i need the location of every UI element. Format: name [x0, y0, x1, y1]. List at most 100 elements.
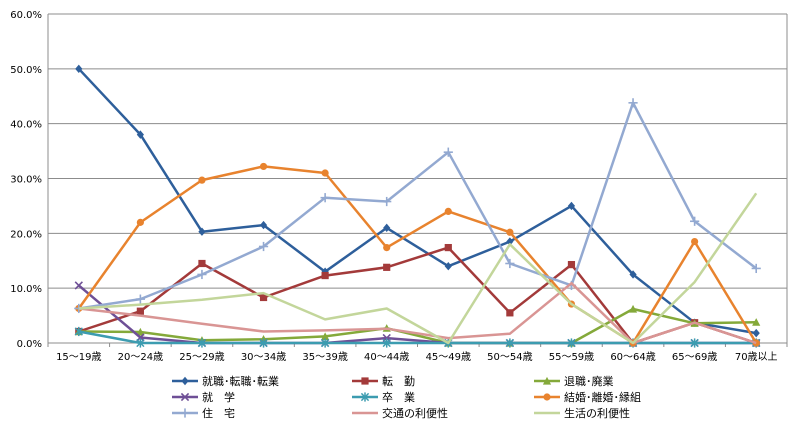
- legend-label: 卒 業: [382, 390, 415, 404]
- data-point: [751, 263, 761, 274]
- x-tick-label: 30～34歳: [241, 351, 286, 363]
- legend-item: 転 勤: [352, 375, 415, 388]
- data-point: [320, 338, 330, 348]
- legend-label: 就 学: [202, 390, 235, 404]
- legend-item: 交通の利便性: [352, 406, 448, 420]
- x-tick-label: 70歳以上: [735, 351, 778, 363]
- legend-item: 結婚･離婚･縁組: [534, 390, 641, 404]
- data-point: [259, 293, 268, 302]
- series-line: [78, 101, 757, 310]
- data-point: [321, 271, 329, 280]
- series-line: [77, 165, 758, 345]
- data-point: [444, 262, 452, 271]
- legend-item: 就職･転職･転業: [172, 374, 279, 388]
- data-point: [567, 201, 576, 211]
- data-point: [444, 207, 452, 215]
- data-point: [74, 281, 83, 290]
- legend-marker: [181, 376, 189, 386]
- legend-label: 就職･転職･転業: [202, 374, 279, 388]
- data-point: [628, 304, 638, 313]
- y-tick-label: 0.0%: [17, 339, 42, 350]
- series-9: [78, 192, 758, 345]
- data-point: [691, 237, 699, 246]
- legend-label: 退職･廃業: [564, 374, 614, 388]
- data-point: [136, 218, 144, 226]
- legend-marker: [542, 376, 552, 385]
- data-point: [198, 259, 206, 268]
- data-point: [136, 307, 144, 315]
- y-axis-tick-labels: 0.0% 10.0% 20.0% 30.0% 40.0% 50.0% 60.0%: [10, 10, 42, 350]
- legend-marker: [543, 393, 551, 401]
- legend-label: 住 宅: [202, 406, 235, 420]
- x-tick-label: 45～49歳: [426, 351, 471, 363]
- series-line: [77, 67, 757, 335]
- x-tick-label: 15～19歳: [56, 351, 101, 363]
- data-point: [75, 64, 83, 74]
- series-2: [75, 243, 760, 347]
- data-point: [567, 338, 576, 348]
- data-point: [443, 147, 453, 157]
- data-point: [506, 237, 514, 246]
- series-line: [78, 246, 757, 345]
- series-8: [78, 281, 757, 345]
- data-point: [383, 223, 391, 233]
- legend-item: 住 宅: [172, 406, 235, 420]
- series-7: [74, 98, 761, 314]
- data-point: [506, 228, 514, 236]
- x-tick-label: 25～29歳: [179, 351, 224, 363]
- y-tick-label: 40.0%: [10, 120, 42, 131]
- x-tick-label: 55～59歳: [549, 351, 594, 363]
- y-tick-label: 30.0%: [10, 175, 42, 186]
- data-point: [444, 243, 452, 252]
- data-point: [506, 309, 514, 317]
- data-point: [629, 270, 637, 279]
- data-point: [567, 260, 576, 269]
- data-point: [135, 294, 145, 304]
- data-point: [259, 338, 268, 348]
- data-point: [136, 338, 145, 348]
- series-line: [78, 330, 757, 345]
- data-point: [259, 162, 268, 171]
- legend-item: 退職･廃業: [534, 374, 614, 388]
- data-point: [320, 193, 330, 203]
- data-point: [382, 196, 392, 207]
- legend-label: 交通の利便性: [382, 406, 448, 420]
- legend-item: 生活の利便性: [534, 406, 630, 420]
- legend-label: 結婚･離婚･縁組: [564, 390, 641, 404]
- legend-item: 卒 業: [352, 390, 415, 404]
- data-point: [383, 263, 391, 271]
- data-point: [690, 216, 700, 226]
- x-tick-label: 65～69歳: [672, 351, 717, 363]
- data-point: [259, 220, 268, 230]
- legend-label: 生活の利便性: [564, 406, 630, 420]
- series-line: [78, 192, 758, 345]
- data-point: [752, 328, 760, 338]
- data-point: [198, 227, 206, 236]
- legend-marker: [361, 377, 369, 385]
- data-point: [198, 176, 206, 184]
- x-axis-tick-labels: 15～19歳 20～24歳 25～29歳 30～34歳 35～39歳 40～44歳 45～4…: [47, 343, 788, 363]
- data-point: [505, 258, 515, 269]
- data-point: [321, 169, 329, 177]
- legend: 就職･転職･転業 転 勤 退職･廃業就 学 卒 業 結婚･離婚･縁組住 宅 交通の利便性 生…: [172, 374, 641, 420]
- legend-label: 転 勤: [382, 375, 415, 388]
- x-tick-label: 40～44歳: [364, 351, 409, 363]
- y-tick-label: 20.0%: [10, 229, 42, 240]
- legend-marker: [180, 408, 190, 418]
- legend-marker: [360, 392, 370, 402]
- data-point: [628, 98, 638, 108]
- data-point: [752, 318, 761, 326]
- gridlines: [47, 13, 788, 344]
- legend-marker: [180, 392, 190, 402]
- x-tick-label: 20～24歳: [118, 351, 163, 363]
- legend-item: 就 学: [172, 390, 235, 404]
- data-point: [258, 241, 269, 252]
- data-point: [197, 338, 207, 348]
- x-tick-label: 60～64歳: [610, 351, 655, 363]
- data-point: [382, 338, 391, 348]
- x-tick-label: 50～54歳: [487, 351, 532, 363]
- series-line: [78, 307, 757, 345]
- x-tick-label: 35～39歳: [302, 351, 347, 363]
- data-point: [690, 338, 699, 348]
